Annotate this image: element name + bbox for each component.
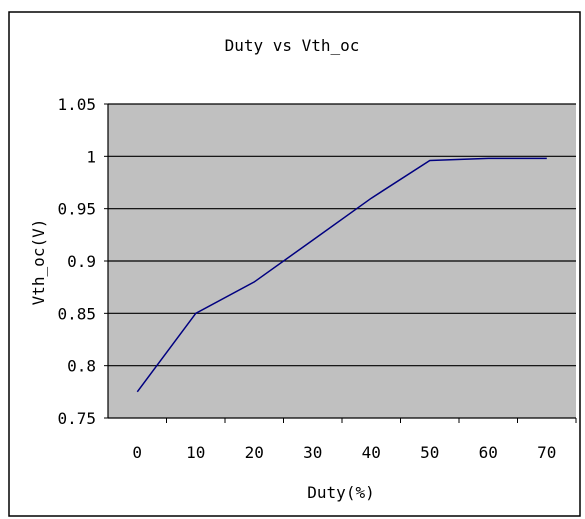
x-tick-label: 40 bbox=[362, 443, 381, 462]
x-axis-label: Duty(%) bbox=[307, 483, 374, 502]
y-tick-label: 1.05 bbox=[57, 95, 96, 114]
y-tick-label: 0.85 bbox=[57, 304, 96, 323]
axes bbox=[104, 103, 577, 423]
y-tick-label: 0.9 bbox=[67, 252, 96, 271]
y-tick-labels: 1.05 1 0.95 0.9 0.85 0.8 0.75 bbox=[57, 95, 96, 428]
y-tick-label: 0.8 bbox=[67, 357, 96, 376]
series-line bbox=[136, 157, 547, 393]
x-tick-label: 30 bbox=[303, 443, 322, 462]
y-tick-label: 0.95 bbox=[57, 200, 96, 219]
chart-title: Duty vs Vth_oc bbox=[225, 36, 360, 55]
x-tick-label: 0 bbox=[132, 443, 142, 462]
y-axis-label: Vth_oc(V) bbox=[29, 219, 48, 306]
x-tick-labels: 0 10 20 30 40 50 60 70 bbox=[132, 443, 556, 462]
gridlines bbox=[108, 103, 576, 367]
x-tick-label: 70 bbox=[537, 443, 556, 462]
x-tick-label: 20 bbox=[245, 443, 264, 462]
x-tick-label: 50 bbox=[420, 443, 439, 462]
series-group bbox=[136, 157, 547, 393]
y-tick-label: 1 bbox=[86, 147, 96, 166]
x-tick-label: 60 bbox=[479, 443, 498, 462]
y-tick-label: 0.75 bbox=[57, 409, 96, 428]
x-tick-label: 10 bbox=[186, 443, 205, 462]
